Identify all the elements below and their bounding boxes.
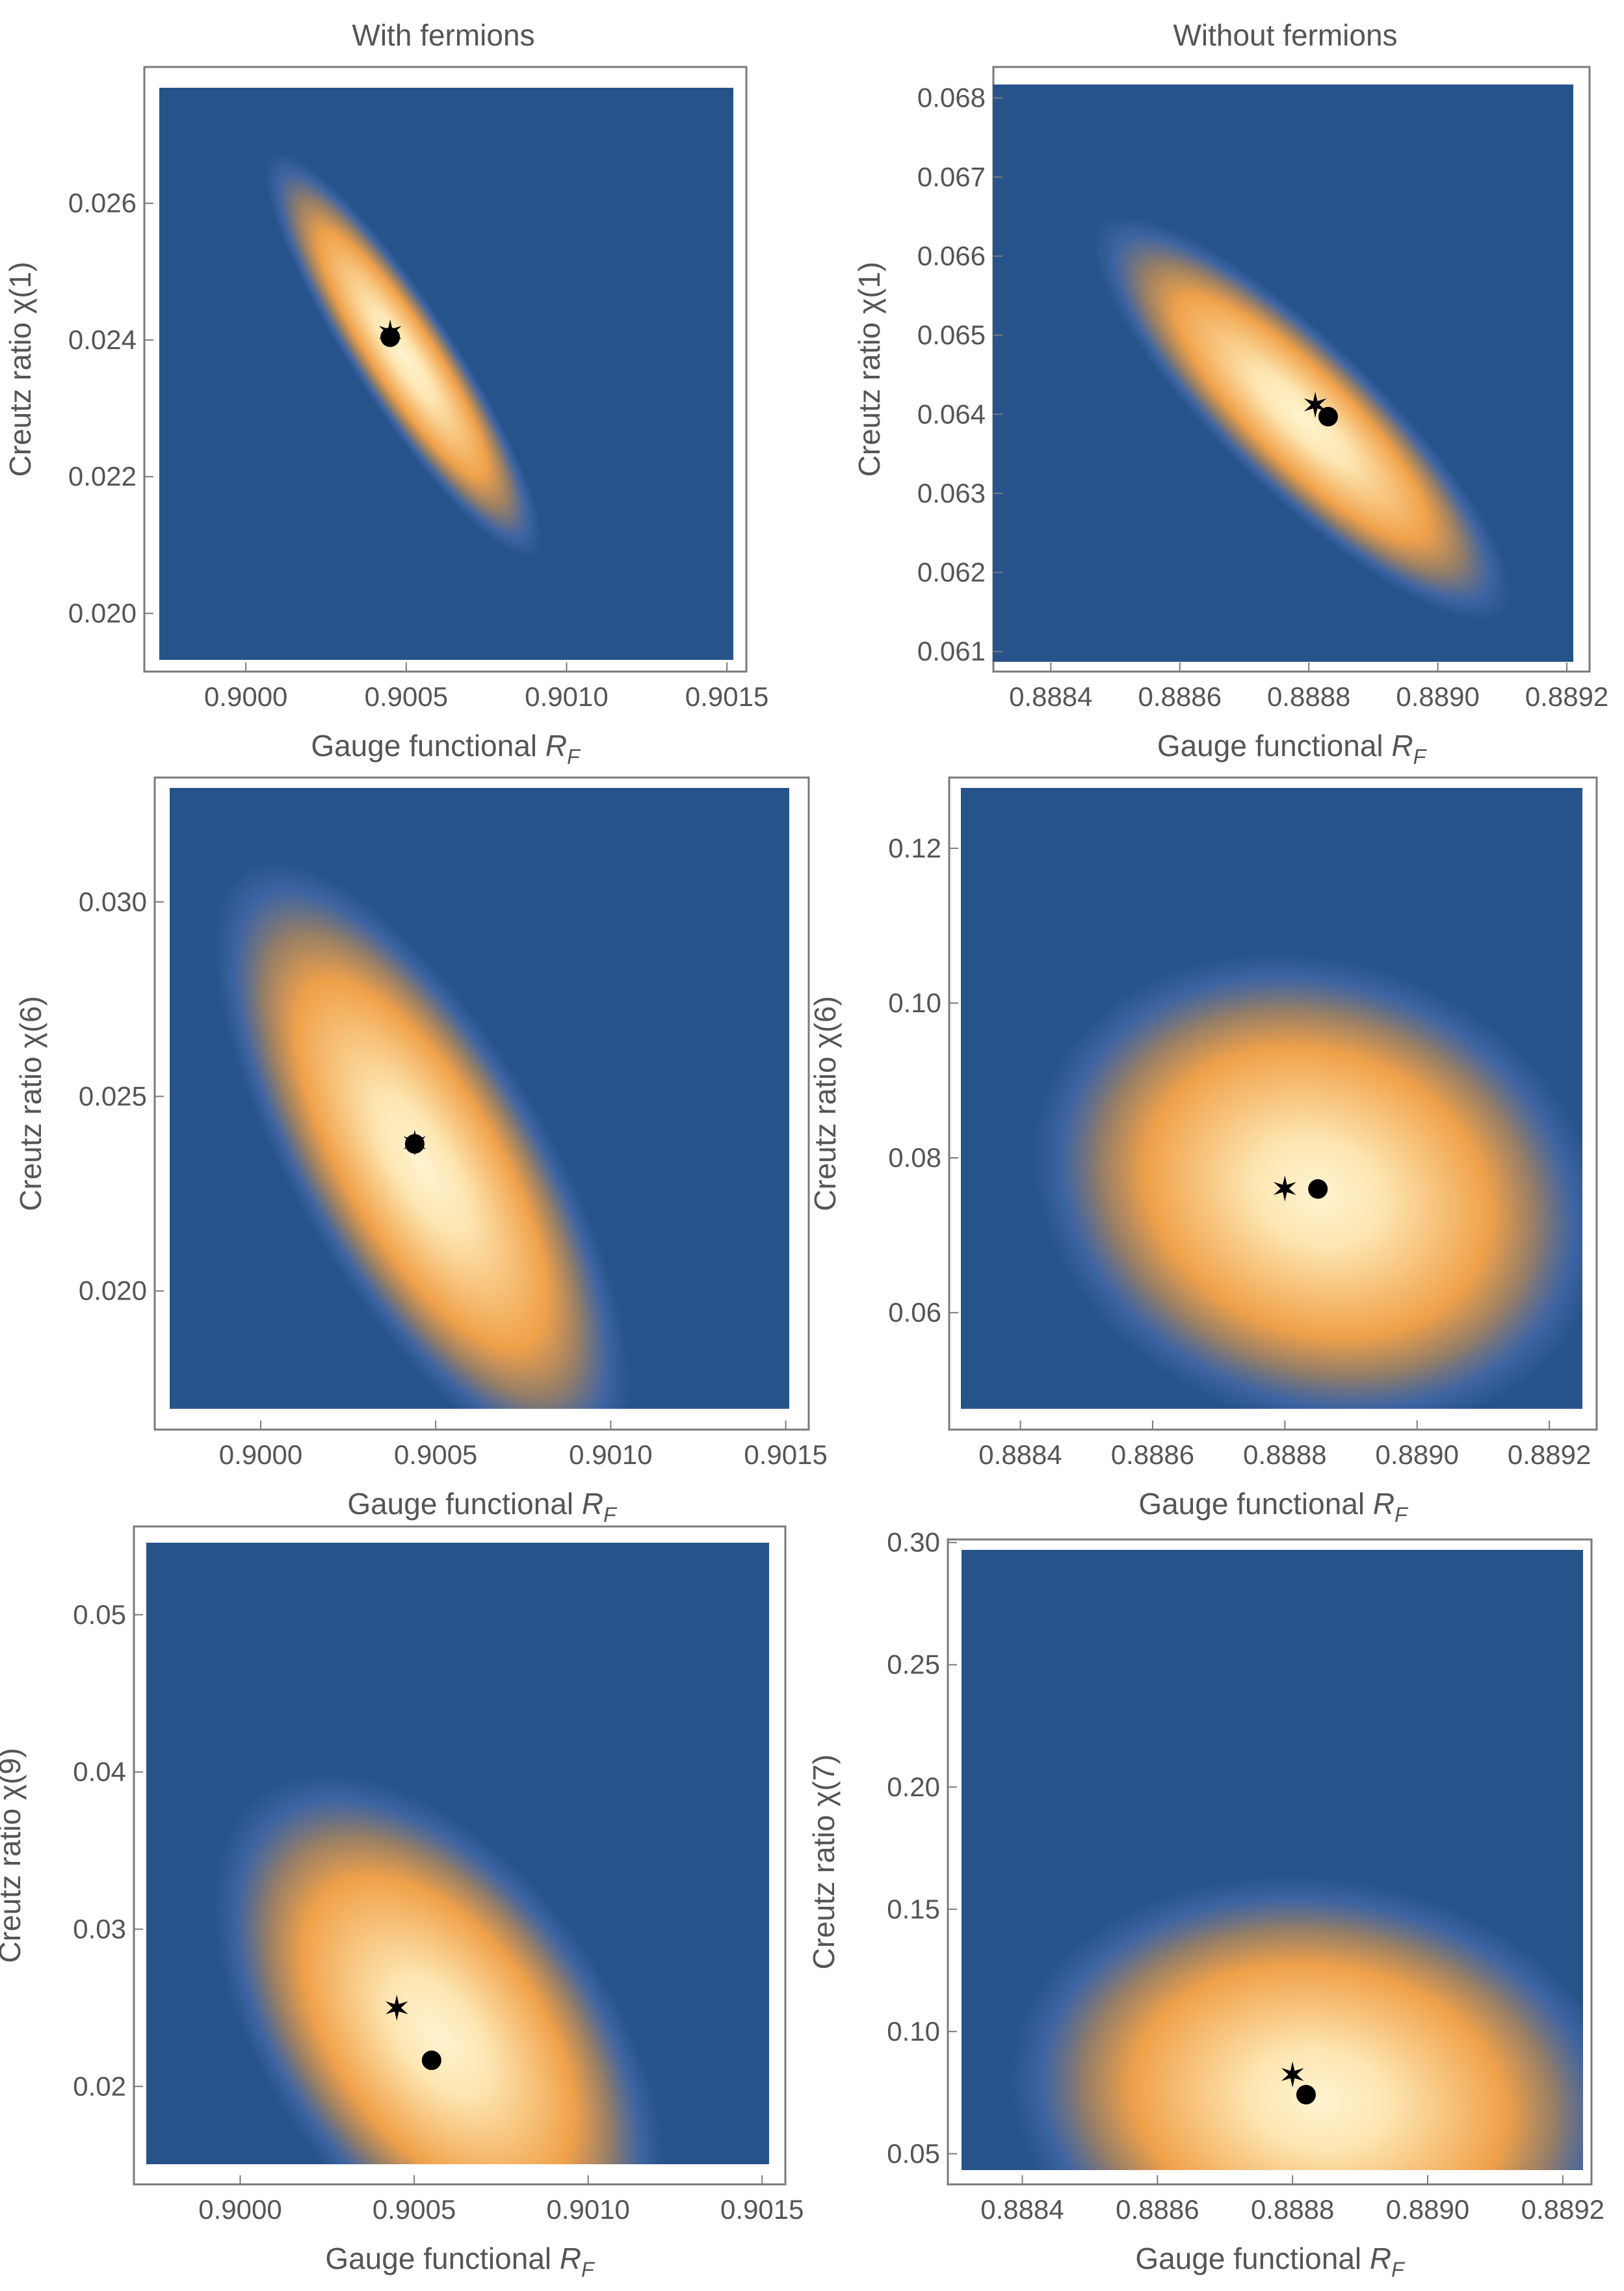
y-tick-label: 0.020 bbox=[79, 1276, 147, 1306]
x-tick-label: 0.9010 bbox=[569, 1439, 652, 1470]
x-tick-label: 0.8888 bbox=[1243, 1439, 1326, 1470]
x-tick-label: 0.9000 bbox=[219, 1439, 302, 1470]
star-marker bbox=[386, 1995, 408, 2021]
x-tick-label: 0.9000 bbox=[204, 681, 287, 712]
y-tick-label: 0.20 bbox=[887, 1772, 940, 1802]
y-tick-label: 0.061 bbox=[917, 636, 986, 666]
y-tick-label: 0.25 bbox=[887, 1649, 940, 1680]
y-tick-label: 0.10 bbox=[887, 2016, 940, 2047]
x-tick-label: 0.9015 bbox=[744, 1439, 827, 1470]
y-axis-label: Creutz ratio χ(1) bbox=[3, 262, 37, 477]
x-axis-label: Gauge functional RF bbox=[325, 2242, 596, 2281]
x-tick-label: 0.8890 bbox=[1376, 1439, 1459, 1470]
column-title-without-fermions: Without fermions bbox=[1173, 18, 1397, 52]
x-tick-label: 0.8888 bbox=[1251, 2194, 1334, 2225]
x-tick-label: 0.9015 bbox=[685, 681, 768, 712]
y-tick-label: 0.03 bbox=[73, 1913, 126, 1944]
x-tick-label: 0.8888 bbox=[1267, 681, 1350, 712]
y-tick-label: 0.067 bbox=[917, 161, 986, 192]
x-tick-label: 0.9010 bbox=[546, 2194, 629, 2225]
y-tick-label: 0.15 bbox=[887, 1894, 940, 1924]
dot-marker bbox=[1296, 2084, 1316, 2104]
y-axis-label: Creutz ratio χ(6) bbox=[14, 996, 47, 1211]
x-tick-label: 0.8884 bbox=[978, 1439, 1062, 1470]
dot-marker bbox=[404, 1134, 425, 1154]
plot-frame bbox=[153, 776, 810, 1431]
y-tick-label: 0.10 bbox=[888, 988, 941, 1018]
y-tick-label: 0.025 bbox=[79, 1081, 147, 1112]
x-axis-label: Gauge functional RF bbox=[1157, 729, 1428, 768]
x-tick-label: 0.9005 bbox=[373, 2194, 456, 2225]
density-peak bbox=[264, 151, 542, 558]
dot-marker bbox=[1318, 406, 1338, 426]
y-tick-label: 0.06 bbox=[888, 1297, 941, 1328]
y-tick-label: 0.068 bbox=[917, 83, 986, 113]
y-tick-label: 0.065 bbox=[917, 320, 986, 350]
y-tick-label: 0.030 bbox=[79, 886, 147, 917]
dot-marker bbox=[380, 327, 400, 347]
x-tick-label: 0.8890 bbox=[1386, 2194, 1469, 2225]
x-tick-label: 0.9005 bbox=[365, 681, 448, 712]
star-marker bbox=[1274, 1175, 1296, 1202]
plot-frame bbox=[143, 66, 748, 673]
y-tick-label: 0.064 bbox=[917, 399, 986, 429]
plot-frame bbox=[947, 1538, 1593, 2186]
density-peak bbox=[213, 1773, 664, 2164]
y-tick-label: 0.022 bbox=[68, 461, 137, 491]
x-tick-label: 0.8892 bbox=[1521, 2194, 1604, 2225]
x-tick-label: 0.8892 bbox=[1525, 681, 1608, 712]
plot-frame bbox=[133, 1525, 787, 2186]
y-tick-label: 0.020 bbox=[68, 598, 137, 629]
x-axis-label: Gauge functional RF bbox=[347, 1487, 618, 1526]
chart-panel-with-fermions-chi1: 0.9000 0.9005 0.9010 0.9015 0.020 0.022 0.024 0… bbox=[3, 66, 768, 768]
column-title-with-fermions: With fermions bbox=[352, 18, 534, 52]
dot-marker bbox=[1308, 1179, 1328, 1199]
density-peak bbox=[1009, 1875, 1583, 2170]
chart-panel-without-fermions-chi6: 0.8884 0.8886 0.8888 0.8890 0.8892 0.06 0.08 0.… bbox=[808, 776, 1598, 1526]
y-tick-label: 0.30 bbox=[887, 1527, 940, 1558]
density-peak bbox=[213, 859, 630, 1409]
y-tick-label: 0.063 bbox=[917, 478, 986, 508]
chart-panel-with-fermions-chi6: 0.9000 0.9005 0.9010 0.9015 0.020 0.025 0.030 G… bbox=[14, 776, 828, 1526]
y-axis-label: Creutz ratio χ(6) bbox=[808, 996, 842, 1211]
x-axis-label: Gauge functional RF bbox=[311, 729, 581, 768]
density-peak bbox=[1093, 215, 1512, 622]
x-tick-label: 0.8886 bbox=[1116, 2194, 1199, 2225]
y-tick-label: 0.026 bbox=[68, 188, 137, 218]
y-tick-label: 0.05 bbox=[73, 1599, 126, 1630]
star-marker bbox=[1303, 391, 1327, 418]
plot-frame bbox=[948, 776, 1598, 1431]
x-tick-label: 0.8884 bbox=[1009, 681, 1092, 712]
x-tick-label: 0.9010 bbox=[525, 681, 608, 712]
x-tick-label: 0.8892 bbox=[1508, 1439, 1591, 1470]
chart-panel-without-fermions-chi1: 0.8884 0.8886 0.8888 0.8890 0.8892 0.061 0.062… bbox=[852, 66, 1608, 768]
x-tick-label: 0.9000 bbox=[198, 2194, 282, 2225]
x-axis-label: Gauge functional RF bbox=[1138, 1487, 1409, 1526]
x-tick-label: 0.8884 bbox=[980, 2194, 1064, 2225]
y-axis-label: Creutz ratio χ(9) bbox=[0, 1748, 27, 1963]
y-tick-label: 0.02 bbox=[73, 2071, 126, 2101]
y-tick-label: 0.062 bbox=[917, 557, 986, 588]
y-tick-label: 0.04 bbox=[73, 1757, 126, 1787]
y-axis-label: Creutz ratio χ(7) bbox=[807, 1755, 841, 1970]
chart-panel-without-fermions-chi7: 0.8884 0.8886 0.8888 0.8890 0.8892 0.05 0.10 0.… bbox=[807, 1527, 1604, 2281]
x-tick-label: 0.9005 bbox=[394, 1439, 477, 1470]
y-axis-label: Creutz ratio χ(1) bbox=[852, 262, 886, 477]
x-tick-label: 0.8886 bbox=[1111, 1439, 1194, 1470]
x-tick-label: 0.9015 bbox=[720, 2194, 804, 2225]
x-tick-label: 0.8886 bbox=[1138, 681, 1222, 712]
y-tick-label: 0.024 bbox=[68, 324, 137, 355]
y-tick-label: 0.05 bbox=[887, 2138, 940, 2169]
y-tick-label: 0.08 bbox=[888, 1142, 941, 1173]
star-marker bbox=[1281, 2062, 1304, 2088]
y-tick-label: 0.12 bbox=[888, 833, 941, 863]
dot-marker bbox=[421, 2050, 441, 2071]
x-axis-label: Gauge functional RF bbox=[1135, 2242, 1406, 2281]
x-tick-label: 0.8890 bbox=[1396, 681, 1479, 712]
y-tick-label: 0.066 bbox=[917, 241, 986, 271]
chart-panel-with-fermions-chi9: 0.9000 0.9005 0.9010 0.9015 0.02 0.03 0.04 0.05… bbox=[0, 1525, 804, 2281]
